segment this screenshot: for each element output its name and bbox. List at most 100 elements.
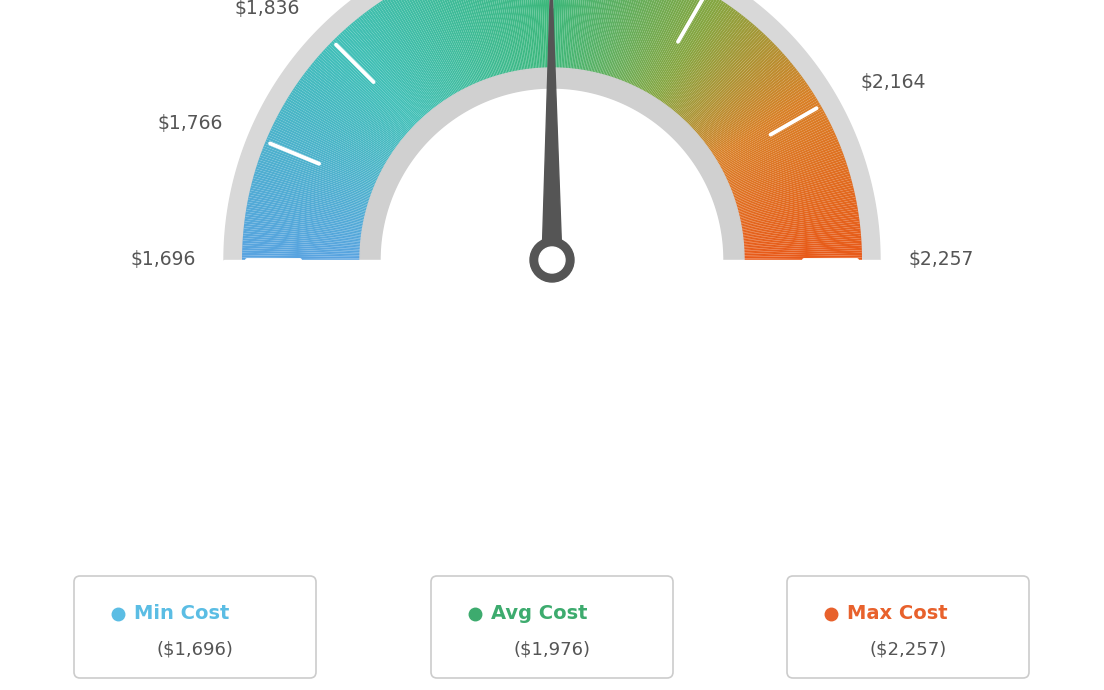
- Polygon shape: [590, 0, 615, 74]
- Polygon shape: [335, 37, 420, 125]
- Polygon shape: [553, 0, 556, 70]
- Polygon shape: [629, 0, 680, 87]
- Polygon shape: [445, 0, 488, 81]
- Polygon shape: [650, 0, 714, 98]
- Polygon shape: [276, 117, 383, 174]
- Polygon shape: [253, 178, 369, 211]
- Polygon shape: [725, 135, 837, 184]
- Polygon shape: [634, 0, 689, 90]
- Polygon shape: [548, 0, 551, 70]
- Text: $1,696: $1,696: [130, 250, 197, 270]
- Polygon shape: [332, 39, 418, 126]
- Polygon shape: [338, 34, 422, 123]
- Polygon shape: [619, 0, 664, 83]
- Polygon shape: [460, 0, 498, 79]
- Polygon shape: [286, 98, 390, 162]
- Polygon shape: [569, 0, 581, 71]
- Polygon shape: [254, 173, 370, 208]
- Polygon shape: [352, 21, 431, 115]
- Polygon shape: [625, 0, 672, 85]
- Polygon shape: [690, 48, 779, 131]
- Polygon shape: [282, 106, 388, 167]
- Polygon shape: [718, 108, 824, 168]
- Polygon shape: [337, 36, 421, 124]
- Polygon shape: [266, 139, 378, 187]
- Polygon shape: [394, 0, 457, 97]
- Polygon shape: [380, 1, 448, 102]
- Polygon shape: [741, 224, 860, 239]
- Polygon shape: [468, 0, 502, 77]
- Polygon shape: [368, 9, 440, 107]
- Polygon shape: [742, 246, 862, 253]
- Polygon shape: [382, 0, 449, 101]
- Polygon shape: [280, 108, 386, 168]
- Polygon shape: [360, 68, 744, 260]
- Polygon shape: [586, 0, 611, 73]
- Polygon shape: [555, 0, 560, 70]
- Polygon shape: [493, 0, 518, 73]
- Polygon shape: [535, 0, 543, 70]
- Polygon shape: [736, 188, 854, 217]
- Polygon shape: [688, 43, 775, 128]
- Polygon shape: [712, 94, 815, 159]
- Polygon shape: [651, 0, 716, 99]
- Polygon shape: [289, 94, 392, 159]
- Polygon shape: [742, 243, 861, 251]
- Polygon shape: [558, 0, 564, 70]
- Polygon shape: [403, 0, 461, 94]
- Polygon shape: [736, 186, 853, 216]
- Polygon shape: [315, 59, 407, 138]
- Polygon shape: [577, 0, 596, 72]
- Polygon shape: [742, 257, 862, 260]
- Polygon shape: [405, 0, 463, 92]
- Polygon shape: [456, 0, 495, 79]
- Polygon shape: [278, 112, 385, 171]
- Polygon shape: [659, 3, 729, 104]
- Polygon shape: [513, 0, 530, 72]
- Polygon shape: [242, 248, 362, 254]
- Polygon shape: [714, 98, 818, 162]
- Polygon shape: [479, 0, 509, 75]
- Polygon shape: [627, 0, 678, 86]
- Polygon shape: [709, 86, 809, 155]
- Polygon shape: [713, 96, 816, 161]
- Polygon shape: [679, 29, 761, 119]
- Polygon shape: [614, 0, 655, 81]
- Polygon shape: [709, 83, 808, 153]
- Polygon shape: [552, 0, 554, 70]
- Polygon shape: [654, 0, 720, 100]
- Polygon shape: [724, 128, 834, 181]
- Polygon shape: [662, 8, 734, 106]
- Polygon shape: [372, 6, 443, 106]
- Polygon shape: [544, 0, 549, 70]
- Polygon shape: [540, 0, 546, 70]
- Polygon shape: [520, 0, 534, 71]
- Polygon shape: [388, 0, 453, 99]
- Polygon shape: [288, 96, 391, 161]
- Polygon shape: [244, 226, 363, 241]
- Polygon shape: [251, 183, 368, 214]
- Polygon shape: [578, 0, 598, 72]
- Polygon shape: [664, 9, 736, 107]
- Polygon shape: [274, 121, 382, 177]
- Polygon shape: [732, 159, 846, 200]
- Polygon shape: [550, 0, 552, 70]
- Polygon shape: [248, 195, 367, 221]
- Polygon shape: [740, 207, 858, 229]
- Polygon shape: [269, 130, 380, 181]
- Polygon shape: [322, 50, 413, 132]
- Polygon shape: [740, 214, 859, 233]
- Polygon shape: [678, 28, 758, 119]
- Polygon shape: [596, 0, 627, 76]
- Polygon shape: [742, 248, 862, 254]
- Polygon shape: [311, 62, 405, 140]
- Polygon shape: [224, 260, 880, 690]
- Polygon shape: [284, 102, 389, 165]
- Polygon shape: [711, 90, 813, 157]
- Polygon shape: [699, 62, 793, 140]
- Polygon shape: [612, 0, 652, 80]
- Polygon shape: [604, 0, 638, 77]
- Polygon shape: [683, 36, 767, 124]
- Polygon shape: [591, 0, 617, 75]
- Polygon shape: [331, 41, 417, 127]
